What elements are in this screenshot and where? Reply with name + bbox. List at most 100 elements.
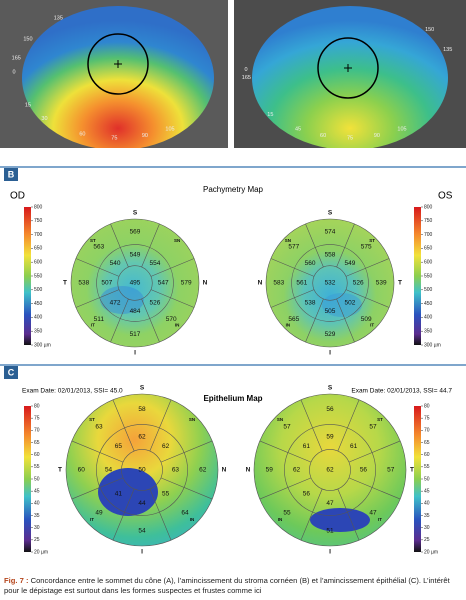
caption: Fig. 7 : Concordance entre le sommet du … <box>4 576 462 600</box>
sector-ring <box>284 424 376 516</box>
sector-label: ST <box>377 417 383 422</box>
sector-line <box>345 289 390 308</box>
angle-label: 135 <box>54 15 63 21</box>
sector-value: 517 <box>130 331 141 338</box>
sector-label: S <box>140 385 145 392</box>
sector-value: 570 <box>166 316 177 323</box>
sector-value: 56 <box>360 467 368 474</box>
sector-value: 540 <box>110 260 121 267</box>
colorbar-label: 65 <box>34 440 40 446</box>
sector-value: 63 <box>95 424 103 431</box>
sector-line <box>259 477 312 500</box>
sector-ring <box>265 218 395 348</box>
thickness-map <box>71 219 199 347</box>
colorbar-label: 600 <box>34 260 43 266</box>
angle-label: 60 <box>79 131 85 137</box>
colorbar-label: 45 <box>34 488 40 494</box>
sector-value: 63 <box>172 467 180 474</box>
colorbar-label: 350 <box>424 329 433 335</box>
sector-value: 50 <box>138 467 146 474</box>
sector-value: 539 <box>376 280 387 287</box>
sector-value: 538 <box>78 280 89 287</box>
colorbar-label: 75 <box>34 415 40 421</box>
colorbar-label: 75 <box>424 415 430 421</box>
sector-line <box>270 258 315 277</box>
sector-label: I <box>329 549 331 556</box>
sector-line <box>305 298 324 343</box>
colorbar-label: 55 <box>424 464 430 470</box>
sector-line <box>345 258 390 277</box>
sector-value: 62 <box>199 467 207 474</box>
sector-line <box>300 399 323 452</box>
colorbar-label: 450 <box>424 301 433 307</box>
sector-label: SN <box>277 417 283 422</box>
colorbar-label: 40 <box>424 501 430 507</box>
colorbar <box>24 406 31 552</box>
sector-value: 511 <box>94 316 105 323</box>
sector-ring <box>291 244 369 322</box>
colorbar-label: 550 <box>34 273 43 279</box>
colorbar-label: 550 <box>424 273 433 279</box>
thin-zone <box>98 468 158 516</box>
sector-value: 495 <box>130 280 141 287</box>
colorbar-label: 60 <box>424 452 430 458</box>
sector-value: 569 <box>130 229 141 236</box>
sector-value: 565 <box>288 316 299 323</box>
sector-value: 547 <box>158 280 169 287</box>
sector-label: IN <box>286 322 291 327</box>
sector-ring <box>96 424 188 516</box>
sector-label: N <box>246 467 251 474</box>
sector-value: 574 <box>325 229 336 236</box>
sector-value: 532 <box>325 280 336 287</box>
angle-label: 30 <box>41 116 47 122</box>
sector-label: IT <box>378 517 382 522</box>
sector-line <box>160 477 213 500</box>
sector-line <box>71 440 124 463</box>
sector-value: 502 <box>344 300 355 307</box>
sector-line <box>141 223 160 268</box>
sector-label: IT <box>370 322 374 327</box>
thickness-map <box>266 219 394 347</box>
angle-label: 165 <box>12 56 21 62</box>
sector-label: S <box>328 210 333 217</box>
colorbar-label: 700 <box>424 232 433 238</box>
exam-info: Exam Date: 02/01/2013, SSI= 45.0 <box>22 388 123 395</box>
colorbar-label: 35 <box>34 513 40 519</box>
sector-label: T <box>410 467 414 474</box>
angle-label: 90 <box>142 133 148 139</box>
sector-label: I <box>134 350 136 357</box>
thin-zone <box>310 508 370 532</box>
colorbar-label: 800 <box>34 204 43 210</box>
sector-value: 41 <box>115 490 123 497</box>
sector-label: SN <box>174 238 180 243</box>
apex-cross <box>114 60 352 72</box>
sector-line <box>160 440 213 463</box>
thickness-map <box>254 394 406 546</box>
colorbar-label: 40 <box>34 501 40 507</box>
colorbar-label: 65 <box>424 440 430 446</box>
sector-value: 57 <box>369 424 377 431</box>
eye-label: OD <box>10 191 25 202</box>
sector-value: 549 <box>344 260 355 267</box>
angle-label: 0 <box>12 69 15 75</box>
figure: B Pachymetry Map OD OS C Epithelium Map … <box>0 0 466 556</box>
colorbar-label: 300 µm <box>34 342 51 348</box>
sector-label: N <box>203 280 208 287</box>
pupil-circle <box>87 33 149 95</box>
sector-value: 526 <box>149 300 160 307</box>
sector-value: 538 <box>305 300 316 307</box>
sector-value: 47 <box>369 510 377 517</box>
colorbar-label: 30 <box>34 525 40 531</box>
colorbar <box>24 207 31 345</box>
divider <box>0 166 466 168</box>
sector-value: 62 <box>326 467 334 474</box>
caption-label: Fig. 7 : <box>4 576 29 585</box>
sector-value: 60 <box>78 467 86 474</box>
angle-label: 15 <box>25 102 31 108</box>
topography-map <box>22 6 214 148</box>
colorbar-label: 300 µm <box>424 342 441 348</box>
colorbar <box>414 406 421 552</box>
colorbar-label: 650 <box>34 246 43 252</box>
sector-label: S <box>133 210 138 217</box>
panel-label: C <box>8 367 15 377</box>
